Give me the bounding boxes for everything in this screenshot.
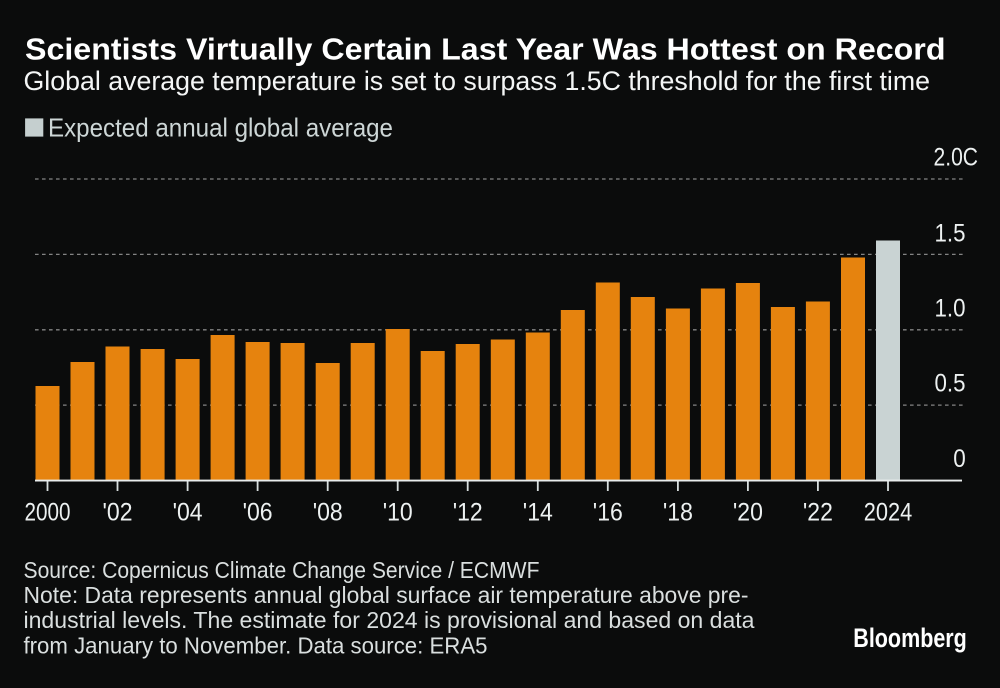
svg-text:'04: '04 <box>173 499 203 527</box>
svg-text:industrial levels. The estimat: industrial levels. The estimate for 2024… <box>24 607 756 633</box>
svg-text:Global average temperature is: Global average temperature is set to sur… <box>24 66 931 96</box>
svg-text:0: 0 <box>953 445 966 473</box>
svg-text:Bloomberg: Bloomberg <box>853 623 967 653</box>
svg-text:1.0: 1.0 <box>935 294 966 322</box>
svg-text:'18: '18 <box>663 499 693 527</box>
svg-text:'06: '06 <box>243 499 273 527</box>
svg-text:'22: '22 <box>803 499 833 527</box>
svg-text:'10: '10 <box>383 499 413 527</box>
svg-text:'12: '12 <box>453 499 483 527</box>
svg-text:2024: 2024 <box>864 499 913 527</box>
svg-text:Source: Copernicus Climate Cha: Source: Copernicus Climate Change Servic… <box>24 557 540 583</box>
svg-text:'16: '16 <box>593 499 623 527</box>
svg-text:'14: '14 <box>523 499 553 527</box>
svg-text:'02: '02 <box>103 499 133 527</box>
svg-text:0.5: 0.5 <box>935 370 966 398</box>
svg-text:2.0C: 2.0C <box>934 144 979 172</box>
svg-text:1.5: 1.5 <box>935 220 966 248</box>
svg-text:from January to November. Data: from January to November. Data source: E… <box>24 632 488 658</box>
svg-text:'20: '20 <box>733 499 763 527</box>
svg-text:Expected annual global average: Expected annual global average <box>48 113 393 143</box>
svg-text:Note: Data represents annual g: Note: Data represents annual global surf… <box>24 582 749 608</box>
svg-text:Scientists Virtually Certain L: Scientists Virtually Certain Last Year W… <box>25 33 946 67</box>
svg-text:2000: 2000 <box>25 499 71 527</box>
svg-text:'08: '08 <box>313 499 343 527</box>
